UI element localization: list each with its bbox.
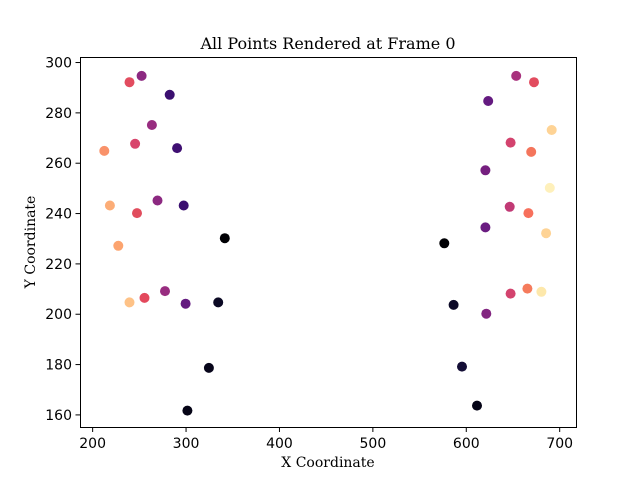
data-point [160, 286, 170, 297]
data-point [523, 208, 534, 219]
data-point [178, 200, 189, 211]
data-point [472, 400, 482, 411]
data-point [448, 299, 459, 310]
data-point [505, 137, 516, 148]
y-tick-label: 180 [45, 358, 72, 374]
data-point [180, 298, 191, 309]
data-point [457, 361, 467, 372]
y-tick-label: 240 [45, 207, 72, 223]
y-tick-label: 200 [45, 307, 72, 323]
data-point [172, 143, 183, 154]
data-point [505, 288, 516, 299]
x-axis: 200 300 400 500 600 700 [79, 427, 573, 452]
y-axis: 160 180 200 220 240 260 280 300 [45, 56, 81, 424]
y-tick-label: 160 [45, 408, 72, 424]
data-point [164, 89, 175, 100]
data-point [480, 165, 491, 176]
data-point [536, 286, 547, 297]
y-tick-label: 260 [45, 156, 72, 172]
data-point [146, 120, 157, 130]
data-point [99, 145, 110, 156]
data-point [546, 125, 557, 135]
y-tick-label: 220 [45, 257, 72, 273]
data-point [526, 146, 537, 157]
data-point [522, 283, 533, 294]
y-tick-label: 300 [45, 56, 72, 72]
data-point [481, 308, 492, 319]
x-axis-label: X Coordinate [281, 455, 374, 471]
data-point [124, 77, 135, 88]
y-tick-label: 280 [45, 106, 72, 122]
data-point [213, 297, 224, 308]
data-point [113, 240, 124, 251]
data-point [124, 297, 135, 308]
data-point [132, 208, 142, 219]
x-tick-label: 300 [173, 436, 200, 452]
x-tick-label: 700 [546, 436, 573, 452]
data-point [219, 233, 230, 244]
data-point [480, 222, 491, 233]
data-point [136, 70, 147, 81]
data-point [152, 195, 163, 206]
points-layer [99, 70, 557, 416]
data-point [203, 362, 214, 373]
data-point [483, 96, 494, 106]
data-point [504, 201, 515, 212]
plot-frame [80, 57, 577, 428]
data-point [529, 77, 539, 88]
x-tick-label: 600 [453, 436, 480, 452]
data-point [439, 238, 450, 249]
x-tick-label: 200 [79, 436, 106, 452]
y-axis-label: Y Coordinate [23, 196, 39, 290]
data-point [130, 138, 141, 149]
data-point [544, 182, 555, 193]
data-point [541, 228, 552, 239]
x-tick-label: 400 [266, 436, 293, 452]
x-tick-label: 500 [360, 436, 387, 452]
data-point [182, 405, 193, 416]
data-point [511, 70, 522, 81]
data-point [104, 200, 115, 211]
data-point [139, 292, 150, 303]
chart-title: All Points Rendered at Frame 0 [200, 34, 456, 53]
